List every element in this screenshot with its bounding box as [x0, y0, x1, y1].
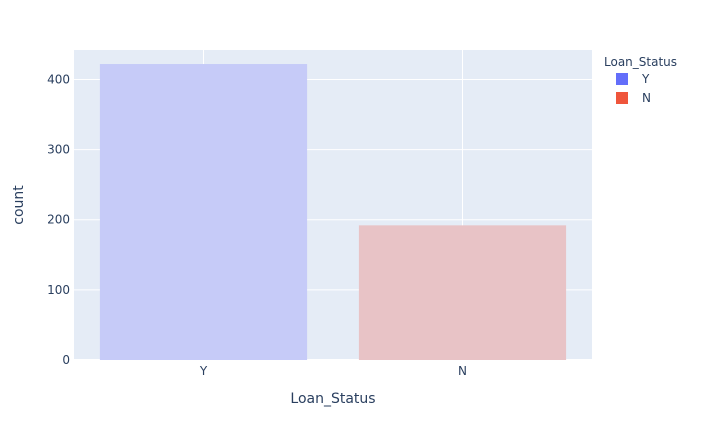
legend-label-n[interactable]: N: [642, 91, 651, 105]
y-tick-label: 0: [62, 353, 70, 367]
legend-label-y[interactable]: Y: [641, 72, 650, 86]
x-axis-title: Loan_Status: [290, 391, 375, 407]
y-tick-label: 100: [47, 283, 70, 297]
legend: Loan_Status YN: [604, 55, 677, 105]
legend-title: Loan_Status: [604, 55, 677, 69]
bar-n: [358, 225, 567, 360]
y-tick-label: 400: [47, 72, 70, 86]
x-tick-label: N: [458, 364, 467, 378]
y-tick-label: 200: [47, 213, 70, 227]
legend-swatch-y[interactable]: [616, 73, 628, 85]
bars: [99, 64, 567, 360]
y-axis-title: count: [11, 185, 27, 225]
y-axis-ticks: 0 100 200 300 400: [47, 72, 70, 367]
bar-y: [99, 64, 308, 360]
y-tick-label: 300: [47, 143, 70, 157]
x-tick-label: Y: [199, 364, 208, 378]
legend-swatch-n[interactable]: [616, 92, 628, 104]
